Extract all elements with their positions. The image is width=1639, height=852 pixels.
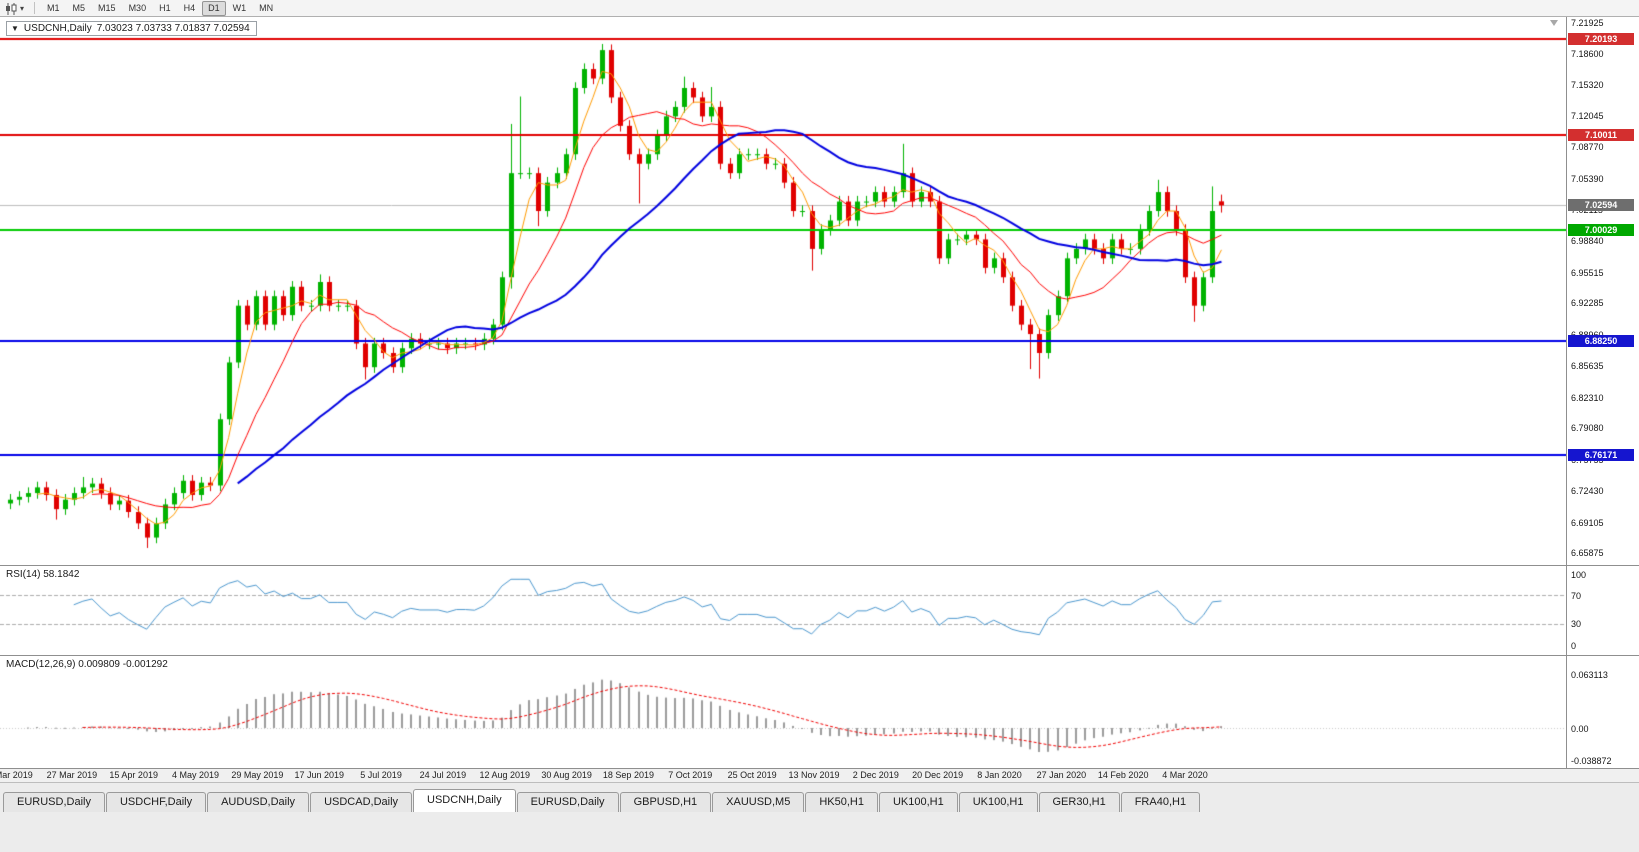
chart-tab-gbpusd-h1-6[interactable]: GBPUSD,H1 (619, 792, 712, 812)
price-tick: 6.85635 (1571, 361, 1604, 372)
price-tick: 7.21925 (1571, 17, 1604, 28)
timeframe-button-M30[interactable]: M30 (128, 2, 147, 13)
panel-divider[interactable] (0, 655, 1639, 656)
date-label: 8 Jan 2020 (977, 770, 1022, 780)
rsi-tick: 30 (1571, 619, 1582, 630)
date-label: 25 Oct 2019 (727, 770, 777, 780)
timeframe-button-W1[interactable]: W1 (232, 2, 247, 13)
rsi-tick: 70 (1571, 590, 1582, 601)
price-level-badge-7.20193[interactable]: 7.20193 (1568, 32, 1634, 45)
date-label: 8 Mar 2019 (0, 770, 33, 780)
date-label: 4 May 2019 (172, 770, 220, 780)
time-axis[interactable]: 8 Mar 2019 27 Mar 2019 15 Apr 2019 4 May 20… (0, 769, 1639, 782)
macd-panel[interactable]: MACD(12,26,9) 0.009809 -0.001292 (0, 656, 1566, 768)
macd-tick: -0.038872 (1571, 756, 1612, 767)
chart-tab-bar: EURUSD,Daily USDCHF,Daily AUDUSD,Daily USDC… (0, 789, 1639, 812)
candlestick-chart-icon[interactable] (4, 2, 18, 15)
macd-indicator-label: MACD(12,26,9) 0.009809 -0.001292 (6, 659, 168, 670)
chart-tab-xauusd-m5-7[interactable]: XAUUSD,M5 (712, 792, 805, 812)
tab-bar-divider (0, 782, 1639, 790)
timeframe-toolbar: ▾ M1 M5 M15 M30 H1 H4 D1 W1 MN (0, 0, 1639, 17)
date-label: 12 Aug 2019 (479, 770, 531, 780)
date-label: 27 Mar 2019 (46, 770, 98, 780)
price-tick: 6.82310 (1571, 392, 1604, 403)
date-label: 15 Apr 2019 (109, 770, 158, 780)
timeframe-button-M15[interactable]: M15 (98, 2, 116, 13)
date-label: 14 Feb 2020 (1097, 770, 1149, 780)
price-level-badge-7.00029[interactable]: 7.00029 (1568, 223, 1634, 236)
price-tick: 7.05390 (1571, 174, 1604, 185)
chart-ohlc-values: 7.03023 7.03733 7.01837 7.02594 (96, 23, 250, 34)
rsi-tick: 100 (1571, 569, 1587, 580)
timeframe-button-M1[interactable]: M1 (47, 2, 60, 13)
chart-type-dropdown-caret[interactable]: ▾ (20, 3, 25, 13)
chart-tab-usdchf-daily-1[interactable]: USDCHF,Daily (105, 792, 207, 812)
date-label: 27 Jan 2020 (1036, 770, 1087, 780)
bottom-filler (0, 812, 1639, 852)
price-tick: 6.72430 (1571, 486, 1604, 497)
timeframe-button-H4[interactable]: H4 (183, 2, 196, 13)
rsi-axis[interactable]: 100 70 30 0 (1566, 566, 1639, 655)
timeframe-button-H1[interactable]: H1 (159, 2, 171, 13)
date-label: 20 Dec 2019 (912, 770, 964, 780)
chart-tab-eurusd-daily-5[interactable]: EURUSD,Daily (516, 792, 619, 812)
timeframe-button-M5[interactable]: M5 (72, 2, 86, 13)
date-label: 29 May 2019 (231, 770, 284, 780)
macd-tick: 0.063113 (1571, 670, 1608, 681)
rsi-indicator-label: RSI(14) 58.1842 (6, 569, 80, 580)
chart-tab-eurusd-daily-0[interactable]: EURUSD,Daily (3, 792, 105, 812)
chart-tab-usdcnh-daily-4[interactable]: USDCNH,Daily (413, 789, 516, 812)
price-tick: 6.98840 (1571, 236, 1604, 247)
chart-tab-usdcad-daily-3[interactable]: USDCAD,Daily (310, 792, 413, 812)
price-level-badge-7.10011[interactable]: 7.10011 (1568, 129, 1634, 142)
chart-tab-fra40-h1-12[interactable]: FRA40,H1 (1120, 792, 1201, 812)
price-axis[interactable]: 7.21925 7.18600 7.15320 7.12045 7.08770 7.053… (1566, 17, 1639, 565)
date-label: 18 Sep 2019 (602, 770, 654, 780)
chart-title-box: ▼ USDCNH,Daily 7.03023 7.03733 7.01837 7… (6, 21, 257, 36)
price-tick: 6.95515 (1571, 267, 1604, 278)
price-tick: 6.88960 (1571, 330, 1604, 340)
date-label: 5 Jul 2019 (360, 770, 402, 780)
price-level-badge-6.76171[interactable]: 6.76171 (1568, 449, 1634, 462)
current-price-badge[interactable]: 7.02594 (1568, 199, 1634, 212)
panel-divider[interactable] (0, 565, 1639, 566)
rsi-tick: 0 (1571, 640, 1577, 651)
rsi-chart-canvas[interactable] (0, 566, 1566, 655)
price-tick: 6.69105 (1571, 517, 1604, 528)
date-label: 4 Mar 2020 (1162, 770, 1208, 780)
toolbar-separator (34, 2, 36, 14)
date-label: 17 Jun 2019 (294, 770, 344, 780)
timeframe-button-D1[interactable]: D1 (202, 0, 226, 16)
chart-symbol-label: USDCNH,Daily (23, 23, 92, 34)
chart-tab-uk100-h1-9[interactable]: UK100,H1 (878, 792, 958, 812)
symbol-dropdown-caret[interactable]: ▼ (11, 24, 19, 33)
timeframe-button-MN[interactable]: MN (259, 2, 274, 13)
price-tick: 7.18600 (1571, 49, 1604, 60)
date-label: 13 Nov 2019 (788, 770, 840, 780)
price-tick: 6.65875 (1571, 548, 1604, 559)
chart-tab-uk100-h1-10[interactable]: UK100,H1 (958, 792, 1038, 812)
rsi-panel[interactable]: RSI(14) 58.1842 (0, 566, 1566, 655)
price-tick: 6.79080 (1571, 423, 1604, 434)
panel-divider (0, 768, 1639, 769)
macd-tick: 0.00 (1571, 723, 1589, 734)
chart-shift-marker[interactable] (1550, 20, 1558, 26)
date-label: 7 Oct 2019 (668, 770, 713, 780)
main-chart-plot[interactable]: ▼ USDCNH,Daily 7.03023 7.03733 7.01837 7… (0, 17, 1566, 565)
price-tick: 7.15320 (1571, 80, 1604, 91)
date-label: 24 Jul 2019 (419, 770, 467, 780)
macd-chart-canvas[interactable] (0, 656, 1566, 768)
date-label: 2 Dec 2019 (852, 770, 899, 780)
chart-tab-audusd-daily-2[interactable]: AUDUSD,Daily (207, 792, 310, 812)
date-label: 30 Aug 2019 (541, 770, 592, 780)
price-chart-canvas[interactable] (0, 17, 1566, 565)
macd-axis[interactable]: 0.063113 0.00 -0.038872 (1566, 656, 1639, 768)
price-tick: 7.08770 (1571, 142, 1604, 153)
price-tick: 6.92285 (1571, 298, 1604, 309)
price-tick: 7.12045 (1571, 111, 1604, 122)
chart-tab-ger30-h1-11[interactable]: GER30,H1 (1038, 792, 1120, 812)
chart-tab-hk50-h1-8[interactable]: HK50,H1 (805, 792, 878, 812)
price-level-badge-6.88250[interactable]: 6.88250 (1568, 335, 1634, 348)
